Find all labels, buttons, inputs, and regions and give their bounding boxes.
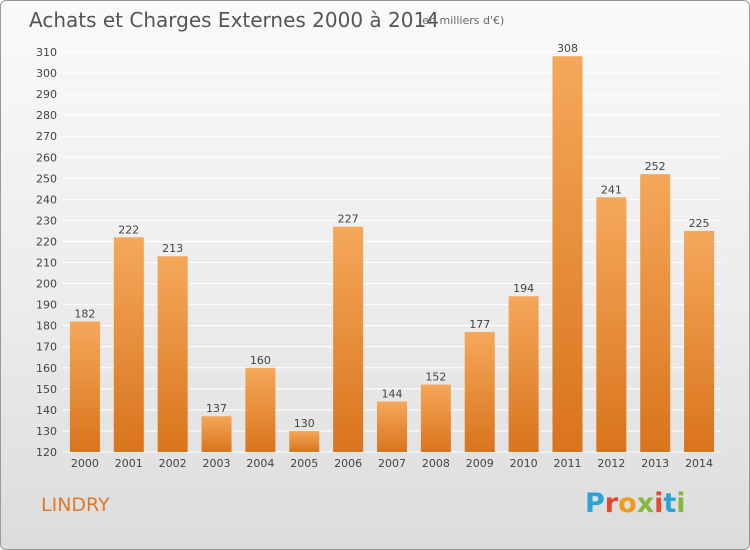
y-tick-label: 140 xyxy=(36,404,57,417)
chart-title: Achats et Charges Externes 2000 à 2014 xyxy=(29,8,439,32)
y-tick-label: 120 xyxy=(36,446,57,459)
bars xyxy=(69,56,715,453)
y-tick-label: 190 xyxy=(36,299,57,312)
proxiti-logo: Proxiti xyxy=(585,488,686,519)
y-tick-label: 260 xyxy=(36,151,57,164)
x-tick-label: 2000 xyxy=(71,457,99,470)
bar-2009 xyxy=(464,332,495,452)
logo-letter: o xyxy=(618,488,637,519)
bar-2012 xyxy=(596,197,627,452)
logo-letter: i xyxy=(676,488,686,519)
bar-2014 xyxy=(684,230,715,452)
value-label: 227 xyxy=(338,213,359,226)
bar-2008 xyxy=(420,384,451,452)
x-tick-label: 2012 xyxy=(597,457,625,470)
bar-2013 xyxy=(640,174,671,452)
y-tick-label: 300 xyxy=(36,67,57,80)
chart-subtitle: (en milliers d'€) xyxy=(418,14,505,27)
value-labels: 182 222 213 137 160 130 227 144 152 177 194 308 241 2… xyxy=(74,42,709,430)
value-label: 182 xyxy=(74,307,95,320)
x-tick-label: 2001 xyxy=(115,457,143,470)
x-tick-label: 2006 xyxy=(334,457,362,470)
bar-2007 xyxy=(377,401,407,452)
y-tick-label: 290 xyxy=(36,88,57,101)
bar-2001 xyxy=(113,237,144,452)
y-tick-label: 240 xyxy=(36,193,57,206)
bar-2006 xyxy=(333,226,364,452)
value-label: 152 xyxy=(425,371,446,384)
logo-letter: i xyxy=(654,488,664,519)
bar-2002 xyxy=(157,256,188,452)
x-axis-ticks: 2000 2001 2002 2003 2004 2005 2006 2007 2008 2009… xyxy=(71,457,713,470)
value-label: 177 xyxy=(469,318,490,331)
bar-2010 xyxy=(508,296,539,452)
value-label: 130 xyxy=(294,417,315,430)
x-tick-label: 2004 xyxy=(246,457,274,470)
x-tick-label: 2009 xyxy=(466,457,494,470)
logo-letter: x xyxy=(636,488,655,519)
value-label: 144 xyxy=(382,387,403,400)
bar-2004 xyxy=(245,367,276,452)
x-tick-label: 2011 xyxy=(553,457,581,470)
x-tick-label: 2010 xyxy=(510,457,538,470)
y-tick-label: 170 xyxy=(36,341,57,354)
y-tick-label: 220 xyxy=(36,235,57,248)
x-tick-label: 2007 xyxy=(378,457,406,470)
value-label: 213 xyxy=(162,242,183,255)
value-label: 225 xyxy=(689,217,710,230)
commune-name: LINDRY xyxy=(41,494,110,516)
value-label: 222 xyxy=(118,223,139,236)
y-tick-label: 270 xyxy=(36,130,57,143)
logo-letter: r xyxy=(604,488,619,519)
bar-2003 xyxy=(201,416,232,452)
logo-letter: t xyxy=(663,488,677,519)
value-label: 241 xyxy=(601,183,622,196)
y-tick-label: 310 xyxy=(36,46,57,59)
y-tick-label: 130 xyxy=(36,425,57,438)
y-tick-label: 150 xyxy=(36,383,57,396)
y-tick-label: 230 xyxy=(36,214,57,227)
x-tick-label: 2005 xyxy=(290,457,318,470)
y-axis-ticks: 120 130 140 150 160 170 180 190 200 210 220 230 240 2… xyxy=(36,46,57,459)
value-label: 137 xyxy=(206,402,227,415)
y-tick-label: 180 xyxy=(36,320,57,333)
value-label: 160 xyxy=(250,354,271,367)
y-tick-label: 200 xyxy=(36,278,57,291)
y-tick-label: 210 xyxy=(36,257,57,270)
y-tick-label: 280 xyxy=(36,109,57,122)
y-tick-label: 250 xyxy=(36,172,57,185)
value-label: 252 xyxy=(645,160,666,173)
bar-2000 xyxy=(69,321,100,452)
logo-letter: P xyxy=(585,488,605,519)
x-tick-label: 2014 xyxy=(685,457,713,470)
bar-2005 xyxy=(289,430,320,452)
value-label: 194 xyxy=(513,282,534,295)
x-tick-label: 2002 xyxy=(159,457,187,470)
x-tick-label: 2008 xyxy=(422,457,450,470)
x-tick-label: 2003 xyxy=(203,457,231,470)
bar-2011 xyxy=(552,56,583,453)
x-tick-label: 2013 xyxy=(641,457,669,470)
value-label: 308 xyxy=(557,42,578,55)
y-tick-label: 160 xyxy=(36,362,57,375)
